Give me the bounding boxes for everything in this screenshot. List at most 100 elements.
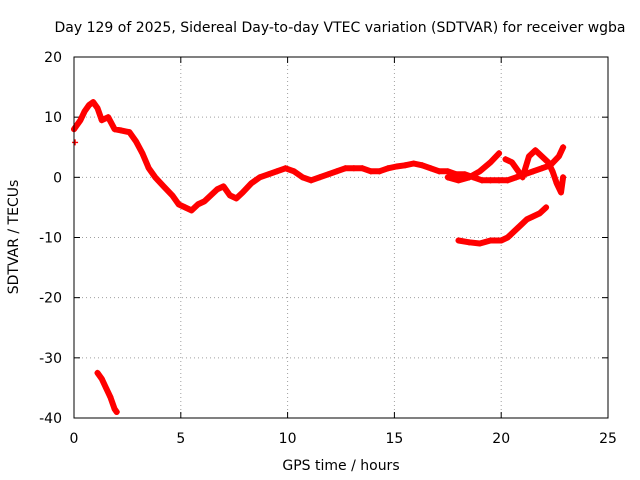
data-point [476, 168, 483, 175]
data-point [384, 165, 391, 172]
data-point [72, 139, 79, 146]
data-point [496, 177, 503, 184]
data-points [71, 99, 567, 415]
data-point [333, 168, 340, 175]
data-point [188, 207, 195, 214]
data-point [519, 174, 526, 181]
data-point [239, 189, 246, 196]
data-point [105, 114, 112, 121]
data-point [444, 174, 451, 181]
data-point [504, 234, 511, 241]
data-point [553, 180, 560, 187]
y-tick-label: -30 [39, 351, 62, 367]
data-point [94, 369, 101, 376]
y-axis-ticks: -40 -30 -20 -10 0 10 20 [39, 50, 608, 427]
data-point [538, 165, 545, 172]
y-tick-label: -40 [39, 411, 62, 427]
y-tick-label: 0 [53, 170, 62, 186]
series-band [71, 99, 567, 214]
data-point [113, 408, 120, 415]
data-point [402, 162, 409, 169]
data-point [94, 105, 101, 112]
data-point [98, 117, 105, 124]
series-main-track [71, 99, 567, 214]
data-point [466, 174, 473, 181]
data-point [487, 177, 494, 184]
x-axis-label: GPS time / hours [282, 458, 399, 474]
data-point [175, 201, 182, 208]
data-point [265, 171, 272, 178]
data-point [530, 213, 537, 220]
data-point [476, 240, 483, 247]
data-point [182, 204, 189, 211]
data-point [523, 216, 530, 223]
data-point [126, 129, 133, 136]
data-point [117, 127, 124, 134]
chart-title: Day 129 of 2025, Sidereal Day-to-day VTE… [54, 20, 625, 36]
data-point [515, 168, 522, 175]
data-point [103, 384, 110, 391]
data-point [538, 153, 545, 160]
data-point [508, 159, 515, 166]
data-point [226, 192, 233, 199]
data-point [111, 126, 118, 133]
data-point [85, 102, 92, 109]
y-tick-label: 20 [44, 50, 62, 66]
data-point [536, 210, 543, 217]
data-point [81, 108, 88, 115]
data-point [367, 168, 374, 175]
data-point [525, 153, 532, 160]
series-low-outliers [94, 369, 120, 415]
data-point [487, 237, 494, 244]
data-point [453, 171, 460, 178]
data-point [77, 117, 84, 124]
data-point [532, 147, 539, 154]
y-tick-label: 10 [44, 110, 62, 126]
series-upper-branch [444, 150, 503, 184]
data-point [498, 237, 505, 244]
data-point [160, 183, 167, 190]
data-point [502, 156, 509, 163]
data-point [169, 192, 176, 199]
data-point [145, 165, 152, 172]
series-right-loops [502, 147, 567, 196]
data-point [504, 177, 511, 184]
x-tick-label: 15 [385, 431, 403, 447]
data-point [342, 165, 349, 172]
data-point [207, 192, 214, 199]
data-point [455, 177, 462, 184]
data-point [107, 393, 114, 400]
data-point [194, 201, 201, 208]
data-point [111, 405, 118, 412]
data-point [549, 168, 556, 175]
y-axis-label: SDTVAR / TECUs [6, 180, 22, 295]
data-point [214, 186, 221, 193]
data-point [299, 174, 306, 181]
data-point [350, 165, 357, 172]
data-point [436, 168, 443, 175]
y-tick-label: -20 [39, 291, 62, 307]
data-point [273, 168, 280, 175]
data-point [98, 375, 105, 382]
data-point [558, 189, 565, 196]
series-lower-segment [455, 204, 550, 247]
series-isolated-point [72, 139, 79, 146]
data-point [513, 174, 520, 181]
data-point [410, 160, 417, 167]
grid-lines [74, 57, 608, 418]
data-point [466, 239, 473, 246]
data-point [152, 174, 159, 181]
data-point [545, 159, 552, 166]
data-point [393, 163, 400, 170]
data-point [496, 150, 503, 157]
data-point [282, 165, 289, 172]
data-point [132, 138, 139, 145]
data-point [308, 177, 315, 184]
data-point [478, 177, 485, 184]
data-point [325, 171, 332, 178]
data-point [90, 99, 97, 106]
data-point [487, 159, 494, 166]
data-point [201, 198, 208, 205]
data-point [316, 174, 323, 181]
data-point [248, 180, 255, 187]
